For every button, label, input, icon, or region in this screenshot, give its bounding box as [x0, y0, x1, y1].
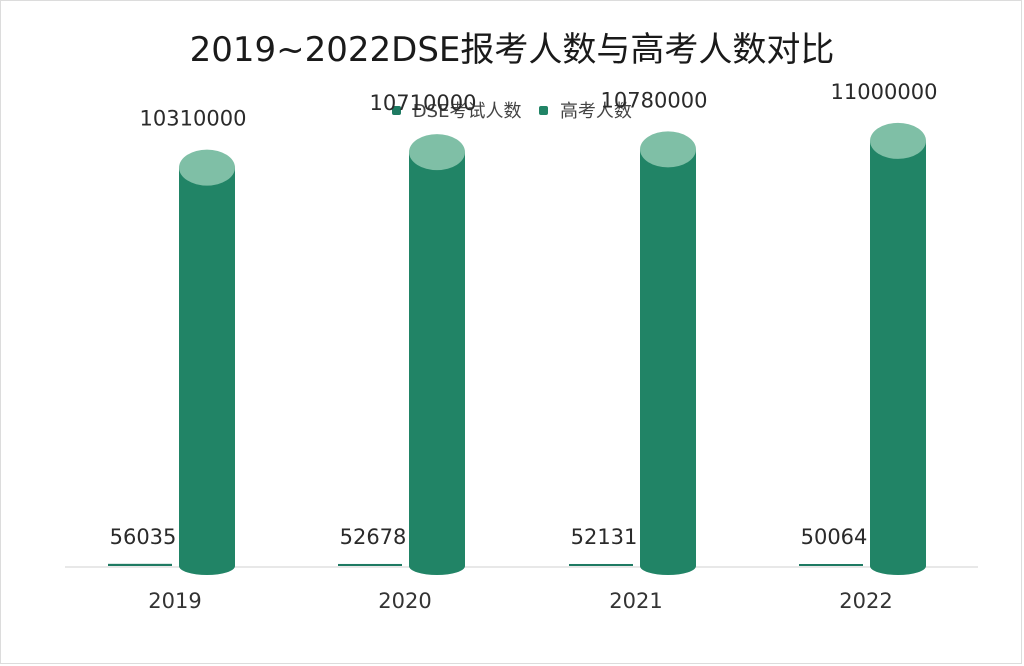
x-tick-label-2022: 2022 — [839, 589, 892, 613]
bar-dse-2022 — [799, 564, 863, 566]
data-label-dse-2021: 52131 — [571, 525, 638, 549]
data-label-dse-2019: 56035 — [110, 525, 177, 549]
bar-dse-2020 — [338, 563, 402, 566]
x-tick-label-2020: 2020 — [378, 589, 431, 613]
x-tick-label-2019: 2019 — [148, 589, 201, 613]
legend-item-gaokao: 高考人数 — [539, 97, 632, 123]
bar-gaokao-2022 — [870, 140, 926, 575]
legend-swatch-gaokao — [539, 105, 549, 115]
bar-dse-2019 — [108, 563, 172, 566]
data-label-gaokao-2022: 11000000 — [831, 80, 938, 104]
legend-label-dse: DSE考试人数 — [412, 101, 522, 122]
legend: DSE考试人数 高考人数 — [0, 97, 1024, 123]
legend-item-dse: DSE考试人数 — [392, 97, 521, 123]
bar-gaokao-2021 — [640, 149, 696, 576]
data-label-gaokao-2020: 10710000 — [370, 91, 477, 115]
bar-gaokao-top-2019 — [179, 149, 235, 186]
data-label-gaokao-2019: 10310000 — [140, 107, 247, 131]
data-label-dse-2020: 52678 — [340, 525, 407, 549]
legend-swatch-dse — [392, 105, 402, 115]
bar-gaokao-top-2020 — [409, 134, 465, 171]
bar-dse-2021 — [569, 563, 633, 566]
bar-gaokao-2019 — [179, 167, 235, 576]
chart-title: 2019~2022DSE报考人数与高考人数对比 — [189, 30, 835, 70]
bar-gaokao-top-2021 — [640, 131, 696, 168]
data-label-dse-2022: 50064 — [801, 525, 868, 549]
bar-gaokao-top-2022 — [870, 122, 926, 159]
data-label-gaokao-2021: 10780000 — [601, 88, 708, 112]
x-tick-label-2021: 2021 — [609, 589, 662, 613]
bar-gaokao-2020 — [409, 152, 465, 575]
legend-label-gaokao: 高考人数 — [559, 101, 632, 122]
